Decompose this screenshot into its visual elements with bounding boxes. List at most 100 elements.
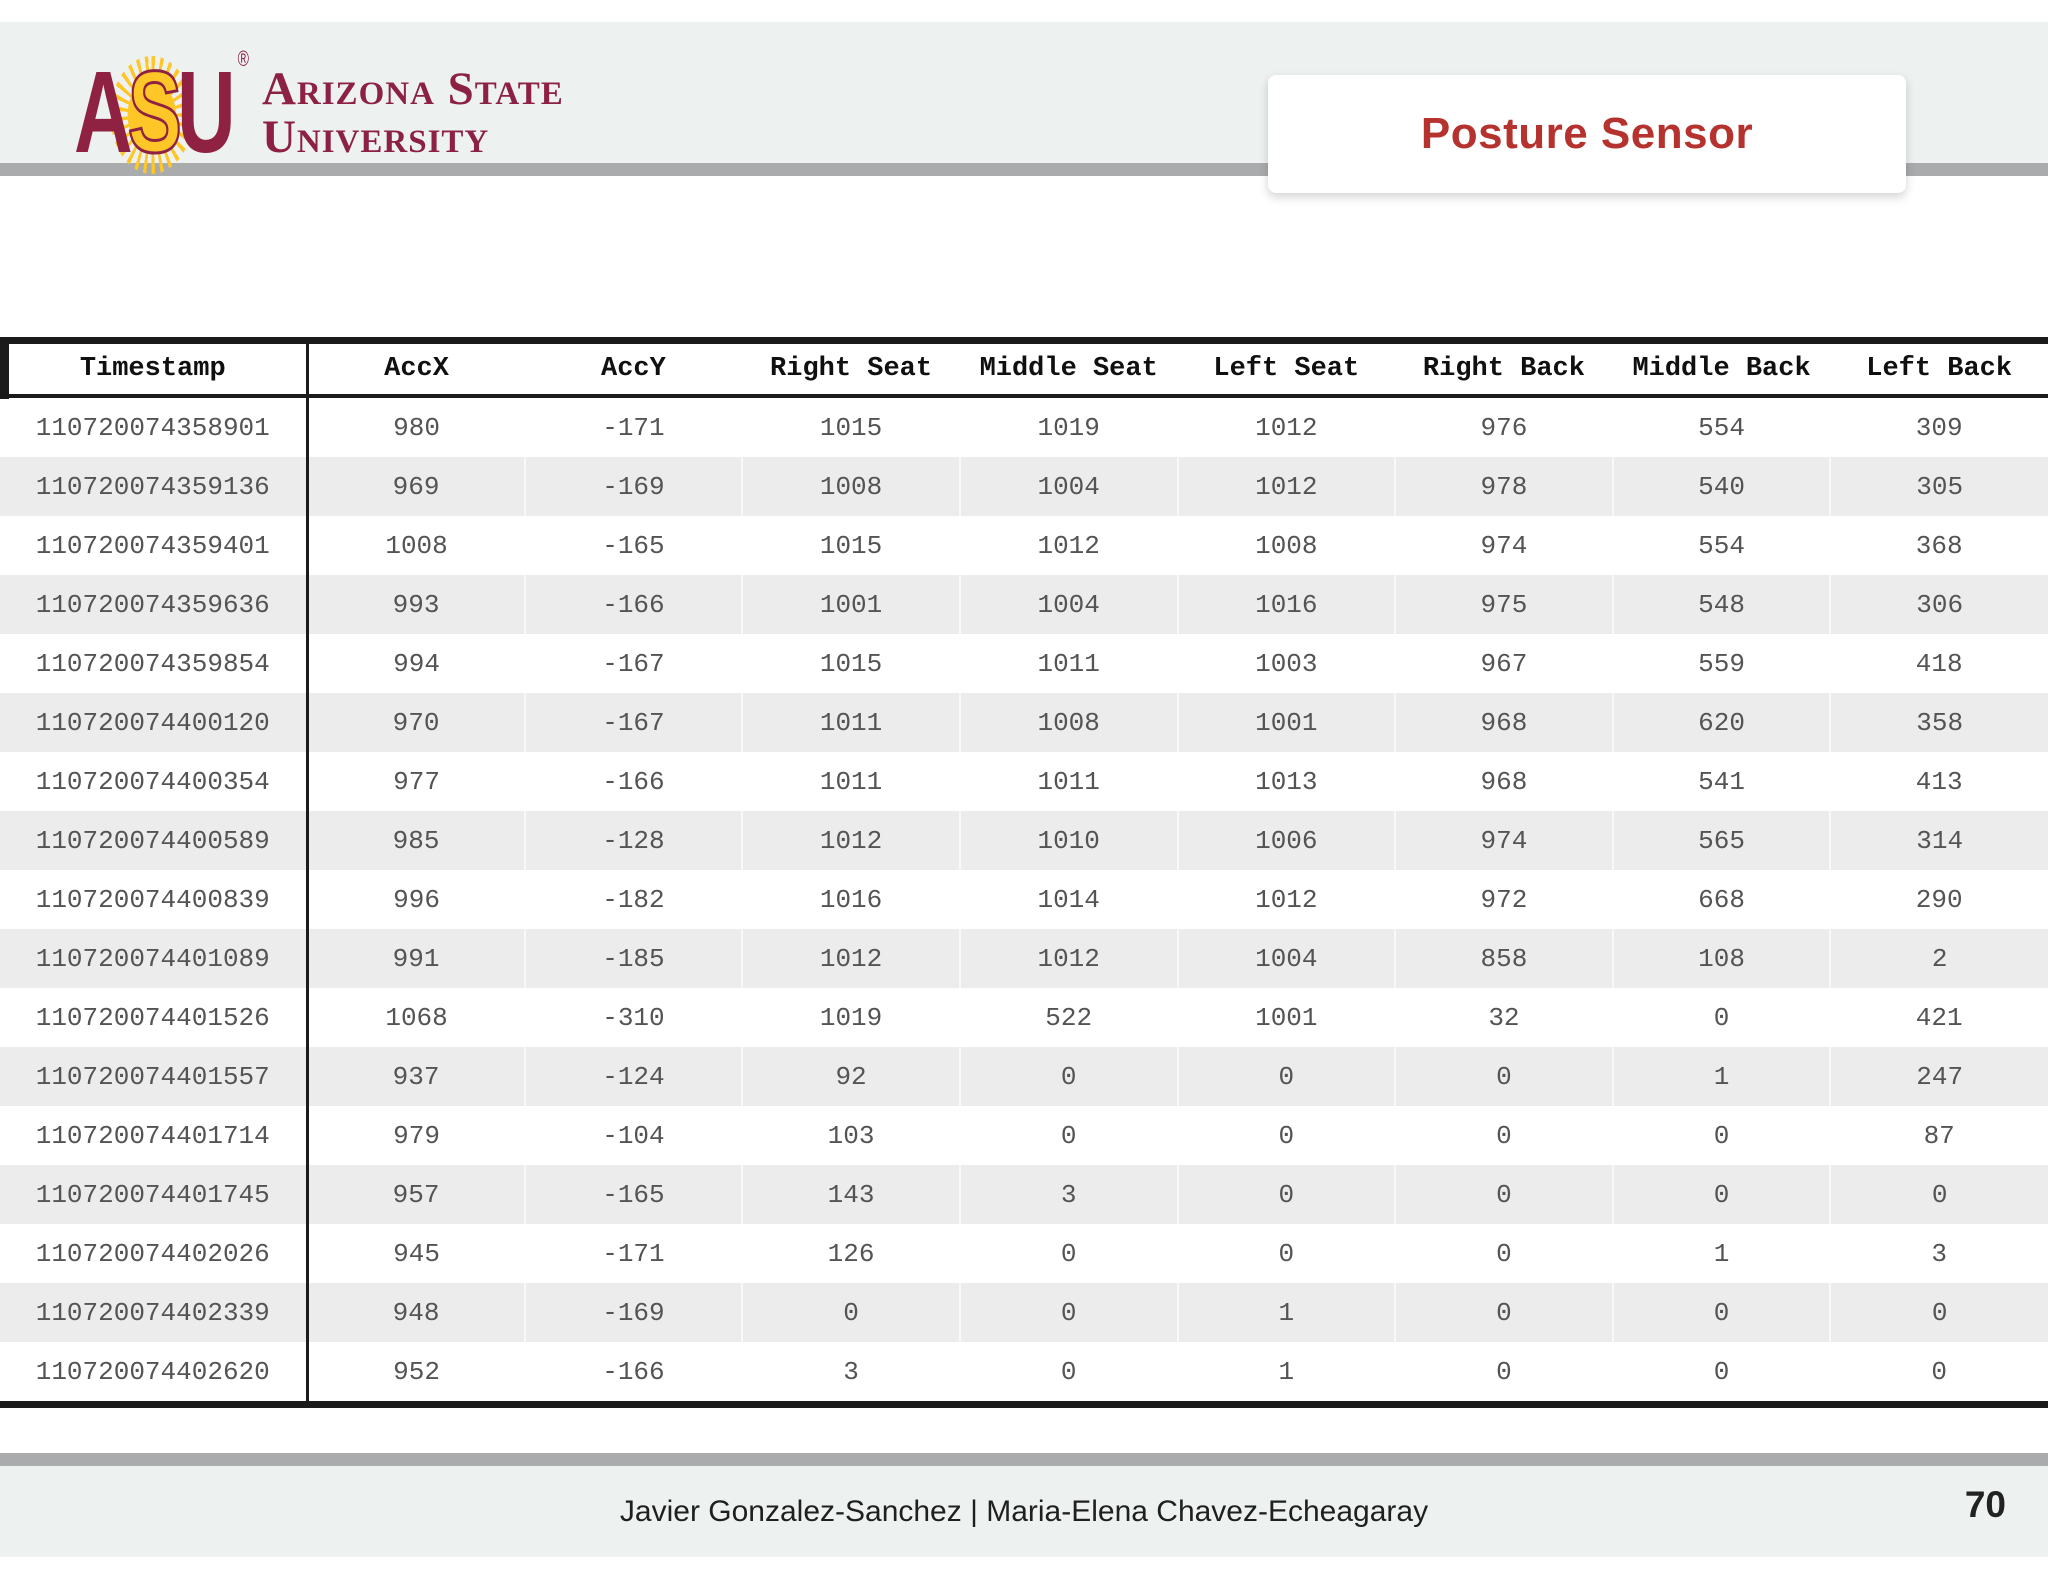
cell: 1011 xyxy=(1037,648,1100,679)
cell: 0 xyxy=(1060,1356,1077,1387)
table-row: 110720074402339 948 -169 0 0 1 0 0 0 xyxy=(0,1283,2048,1342)
cell: 1 xyxy=(1611,1047,1831,1106)
cell: 126 xyxy=(827,1238,875,1269)
cell: 1001 xyxy=(741,575,960,634)
cell: 0 xyxy=(1394,1283,1613,1342)
cell: 92 xyxy=(741,1047,960,1106)
table-header-row: Timestamp AccX AccY Right Seat Middle Seat Le… xyxy=(0,340,2048,398)
table-row: 110720074400839 996 -182 1016 1014 1012 972 668… xyxy=(0,870,2048,929)
cell: 0 xyxy=(1496,1356,1512,1387)
cell: 1011 xyxy=(1037,766,1100,797)
page-title: Posture Sensor xyxy=(1420,109,1754,158)
cell: 994 xyxy=(393,648,440,679)
cell: 0 xyxy=(1278,1238,1295,1269)
cell: 1016 xyxy=(819,884,883,915)
cell: 1001 xyxy=(1176,693,1396,752)
cell: 980 xyxy=(393,412,440,443)
cell-timestamp: 110720074400839 xyxy=(0,870,309,929)
cell: 1012 xyxy=(1176,457,1396,516)
cell: 3 xyxy=(1931,1238,1947,1269)
cell: -165 xyxy=(602,530,665,561)
cell: 967 xyxy=(1480,648,1528,679)
cell: 565 xyxy=(1611,811,1831,870)
cell: 0 xyxy=(741,1283,960,1342)
cell: -310 xyxy=(602,1002,665,1033)
cell-timestamp: 110720074402620 xyxy=(0,1342,309,1405)
table-row: 110720074401557 937 -124 92 0 0 0 1 247 xyxy=(0,1047,2048,1106)
cell: 1003 xyxy=(1255,648,1318,679)
page-number: 70 xyxy=(1964,1484,2006,1525)
cell: -104 xyxy=(602,1120,665,1151)
cell: 0 xyxy=(1496,1238,1512,1269)
cell-timestamp: 110720074402339 xyxy=(0,1283,309,1342)
cell: 1019 xyxy=(1037,412,1100,443)
cell: 945 xyxy=(393,1238,440,1269)
cell: 968 xyxy=(1394,693,1613,752)
cell: 0 xyxy=(1278,1120,1295,1151)
cell: 522 xyxy=(1045,1002,1093,1033)
column-header-right-back: Right Back xyxy=(1395,340,1613,398)
cell: 1008 xyxy=(958,693,1178,752)
cell: 559 xyxy=(1698,648,1745,679)
column-header-accy: AccY xyxy=(524,340,743,398)
cell: 969 xyxy=(392,471,440,502)
cell: 1068 xyxy=(385,1002,448,1033)
cell: -167 xyxy=(602,648,665,679)
cell: 418 xyxy=(1915,648,1963,679)
posture-data-table: Timestamp AccX AccY Right Seat Middle Seat Le… xyxy=(0,337,2048,1408)
cell: 972 xyxy=(1480,884,1528,915)
table-row: 110720074359401 1008 -165 1015 1012 1008 974 55… xyxy=(0,516,2048,575)
cell: 1014 xyxy=(1037,884,1100,915)
cell: 0 xyxy=(1176,1047,1396,1106)
cell: 1001 xyxy=(1255,1002,1318,1033)
cell: 0 xyxy=(1931,1356,1947,1387)
cell-timestamp: 110720074402026 xyxy=(0,1224,309,1283)
cell: 977 xyxy=(393,766,440,797)
cell: 993 xyxy=(392,589,440,620)
cell: 1004 xyxy=(1176,929,1396,988)
cell-timestamp: 110720074400589 xyxy=(0,811,309,870)
cell: 0 xyxy=(1611,1165,1831,1224)
column-header-left-back: Left Back xyxy=(1830,340,2048,398)
cell: 3 xyxy=(958,1165,1178,1224)
wordmark-line1: Arizona State xyxy=(261,63,564,115)
cell-timestamp: 110720074359136 xyxy=(0,457,309,516)
cell: 309 xyxy=(1915,412,1963,443)
cell: 421 xyxy=(1915,1002,1963,1033)
cell: 0 xyxy=(1060,1238,1077,1269)
cell: 305 xyxy=(1829,457,2048,516)
table-row: 110720074359854 994 -167 1015 1011 1003 967 559… xyxy=(0,634,2048,693)
cell: 952 xyxy=(393,1356,440,1387)
cell: 1010 xyxy=(958,811,1178,870)
cell-timestamp: 110720074400354 xyxy=(0,752,309,811)
asu-letter-s: S xyxy=(127,47,183,177)
cell: 668 xyxy=(1698,884,1745,915)
cell: -182 xyxy=(602,884,665,915)
cell: 1015 xyxy=(819,530,883,561)
cell: -166 xyxy=(523,575,743,634)
cell: 0 xyxy=(1394,1165,1613,1224)
title-card: Posture Sensor xyxy=(1268,75,1906,193)
cell: 1011 xyxy=(741,693,960,752)
cell: 368 xyxy=(1915,530,1963,561)
table-row: 110720074401089 991 -185 1012 1012 1004 858 108… xyxy=(0,929,2048,988)
column-header-right-seat: Right Seat xyxy=(742,340,960,398)
cell: 108 xyxy=(1611,929,1831,988)
cell: 143 xyxy=(741,1165,960,1224)
table-row: 110720074401526 1068 -310 1019 522 1001 32 0 421 xyxy=(0,988,2048,1047)
cell: 1012 xyxy=(741,929,960,988)
cell: -167 xyxy=(523,693,743,752)
cell: 1016 xyxy=(1176,575,1396,634)
cell: 996 xyxy=(393,884,440,915)
asu-wordmark-text: Arizona State University xyxy=(262,54,564,162)
registered-trademark-icon: ® xyxy=(237,46,249,71)
cell: 0 xyxy=(1496,1120,1512,1151)
cell: 975 xyxy=(1394,575,1613,634)
cell: 974 xyxy=(1480,530,1528,561)
cell: -169 xyxy=(523,457,743,516)
footer-band: Javier Gonzalez-Sanchez | Maria-Elena Ch… xyxy=(0,1466,2048,1557)
cell: -185 xyxy=(523,929,743,988)
cell: 32 xyxy=(1488,1002,1520,1033)
wordmark-line2: University xyxy=(261,110,490,163)
cell: 0 xyxy=(1176,1165,1396,1224)
